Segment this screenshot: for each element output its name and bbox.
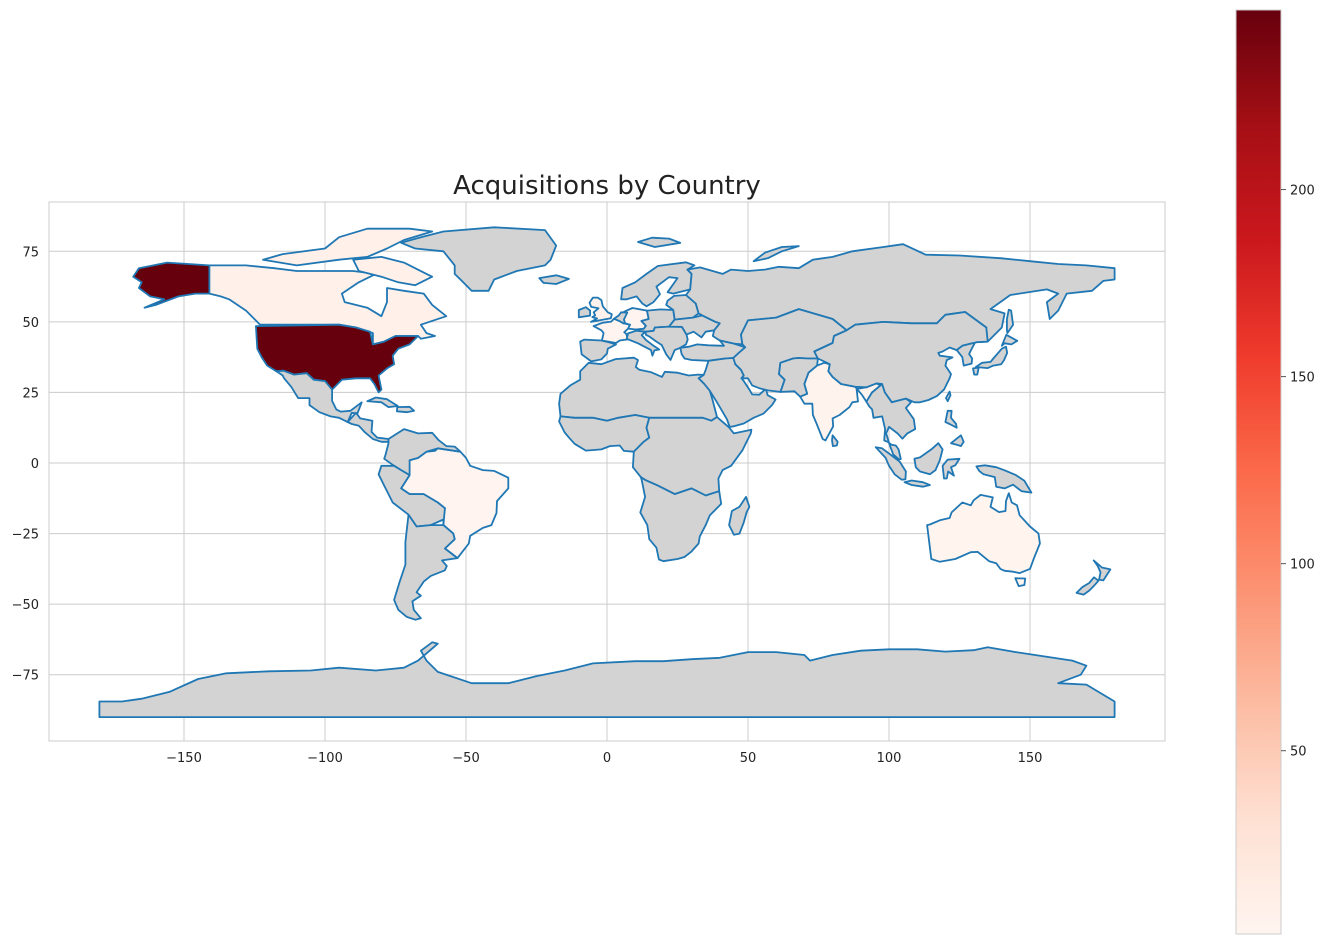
country-north-sa [383, 428, 462, 476]
country-sakhalin [1006, 308, 1014, 334]
country-southern-africa [639, 476, 723, 563]
country-sulawesi [941, 457, 961, 480]
country-greenland [400, 226, 558, 292]
x-axis-ticks: −150 −100 −50 0 50 100 150 [166, 751, 1042, 766]
country-scandinavia [620, 261, 696, 308]
x-tick-label: −150 [166, 751, 202, 766]
x-tick-label: 0 [603, 751, 611, 766]
y-tick-label: 25 [22, 386, 39, 401]
country-southeast-asia [865, 383, 917, 461]
colorbar-tick-label: 100 [1290, 558, 1315, 573]
colorbar-tick-label: 200 [1290, 184, 1315, 199]
x-tick-label: 100 [877, 751, 902, 766]
country-sri-lanka [831, 434, 839, 447]
country-korea [955, 341, 976, 367]
country-borneo [913, 442, 944, 476]
country-java [903, 479, 931, 488]
y-tick-label: 75 [22, 245, 39, 260]
country-iceland [538, 274, 570, 285]
country-australia [926, 492, 1041, 574]
country-peru-bolivia [377, 464, 446, 528]
country-russia [685, 243, 1116, 346]
country-nz-south [1075, 576, 1100, 596]
country-taiwan [945, 390, 952, 403]
country-united-kingdom [588, 296, 613, 323]
country-cuba [366, 396, 399, 408]
country-canadian-arctic-islands [262, 227, 434, 267]
country-nz-north [1092, 559, 1112, 582]
country-kyushu [972, 366, 980, 376]
country-tasmania [1014, 577, 1027, 587]
chart-title: Acquisitions by Country [453, 171, 761, 201]
country-sumatra [874, 446, 907, 481]
country-alaska [132, 261, 211, 309]
country-hispaniola [396, 405, 415, 414]
map-land [98, 226, 1116, 718]
country-honshu [975, 345, 1009, 369]
country-new-guinea [975, 464, 1033, 494]
country-ireland [577, 306, 591, 319]
y-tick-label: −25 [12, 528, 39, 543]
colorbar-ticks: 50 100 150 200 [1281, 184, 1315, 760]
colorbar [1235, 9, 1282, 935]
country-madagascar [728, 496, 751, 536]
y-tick-label: −50 [12, 598, 39, 613]
country-baffin-island [352, 255, 434, 287]
country-novaya-zemlya [752, 245, 800, 263]
country-southern-cone [393, 513, 459, 621]
country-benelux [613, 311, 629, 325]
colorbar-tick-label: 50 [1290, 745, 1307, 760]
y-tick-label: 50 [22, 316, 39, 331]
country-mindanao [950, 434, 965, 447]
y-tick-label: −75 [12, 669, 39, 684]
x-tick-label: −100 [307, 751, 343, 766]
country-antarctica [98, 641, 1116, 718]
country-china-mongolia [813, 311, 989, 404]
country-luzon [944, 409, 958, 429]
country-iberia [579, 338, 617, 363]
country-ukraine [668, 314, 721, 339]
country-central-east-africa [632, 416, 753, 497]
country-svalbard [637, 236, 682, 248]
x-tick-label: 150 [1018, 751, 1043, 766]
x-tick-label: −50 [452, 751, 479, 766]
y-tick-label: 0 [31, 457, 39, 472]
country-hokkaido [1000, 333, 1019, 347]
colorbar-tick-label: 150 [1290, 371, 1315, 386]
y-axis-ticks: 75 50 25 0 −25 −50 −75 [12, 245, 39, 683]
x-tick-label: 50 [740, 751, 757, 766]
